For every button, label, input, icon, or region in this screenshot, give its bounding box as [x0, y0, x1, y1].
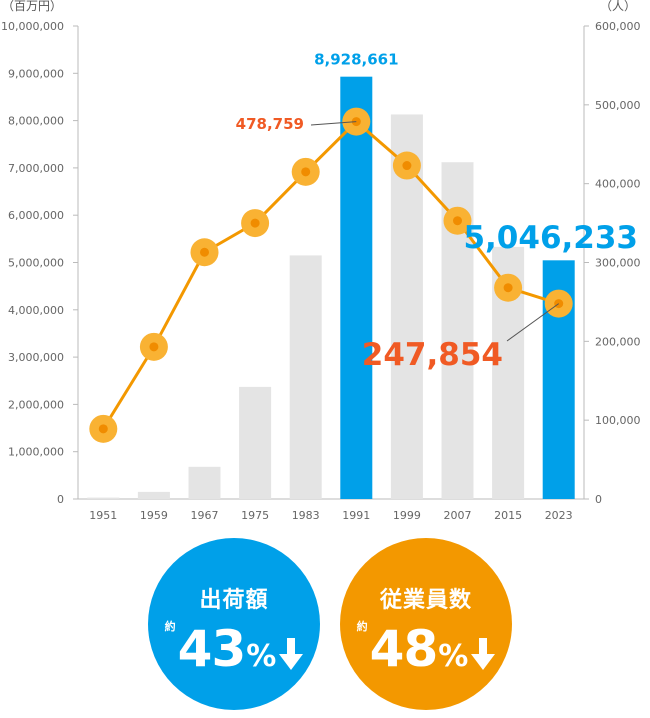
- right-axis-tick-label: 200,000: [595, 335, 641, 348]
- employees-approx-label: 約: [356, 620, 368, 633]
- left-axis-tick-label: 8,000,000: [8, 115, 64, 128]
- x-axis-tick-label: 1951: [89, 509, 117, 522]
- bar: [188, 466, 221, 499]
- annotation-leader-line: [506, 303, 559, 342]
- shipment-badge-title: 出荷額: [199, 588, 269, 613]
- left-axis-tick-label: 7,000,000: [8, 162, 64, 175]
- right-axis-tick-label: 0: [595, 493, 602, 506]
- x-axis-tick-label: 1959: [140, 509, 168, 522]
- right-axis-unit: （人）: [600, 0, 637, 13]
- left-axis-tick-label: 5,000,000: [8, 257, 64, 270]
- line-point-center: [250, 218, 260, 228]
- right-axis-tick-label: 600,000: [595, 20, 641, 33]
- employees-decrease-percent: 48: [369, 620, 439, 678]
- x-axis-tick-label: 2023: [545, 509, 573, 522]
- x-axis-tick-label: 1967: [191, 509, 219, 522]
- left-axis-tick-label: 2,000,000: [8, 398, 64, 411]
- shipment-badge-value: 約 43 %: [148, 614, 320, 674]
- x-axis-tick-label: 1983: [292, 509, 320, 522]
- left-axis-tick-label: 10,000,000: [1, 20, 64, 33]
- line-point-center: [301, 167, 311, 177]
- x-axis-tick-label: 2007: [444, 509, 472, 522]
- x-axis-tick-label: 1999: [393, 509, 421, 522]
- line-point-center: [200, 247, 209, 257]
- employees-percent-sign: %: [438, 639, 469, 674]
- line-point-center: [98, 424, 108, 434]
- x-axis-tick-label: 1991: [342, 509, 370, 522]
- employees-badge-title: 従業員数: [379, 588, 472, 613]
- left-axis-tick-label: 1,000,000: [8, 446, 64, 459]
- left-axis-tick-label: 0: [57, 493, 64, 506]
- employees-badge-value: 約 48 %: [340, 614, 512, 674]
- left-axis-tick-label: 6,000,000: [8, 209, 64, 222]
- down-arrow-icon: [471, 638, 496, 670]
- line-value-label: 478,759: [236, 115, 304, 133]
- bar-value-label: 5,046,233: [463, 220, 638, 256]
- down-arrow-icon: [279, 638, 304, 670]
- line-point-center: [402, 161, 412, 171]
- left-axis-tick-label: 9,000,000: [8, 67, 64, 80]
- line-value-label: 247,854: [362, 337, 503, 373]
- bar: [239, 386, 272, 499]
- employees-badge: 従業員数 約 48 %: [340, 538, 512, 710]
- shipment-badge: 出荷額 約 43 %: [148, 538, 320, 710]
- shipment-approx-label: 約: [164, 620, 176, 633]
- bar: [137, 491, 170, 499]
- bar: [87, 497, 120, 499]
- right-axis-tick-label: 400,000: [595, 178, 641, 191]
- annotation-leader-line: [310, 121, 357, 126]
- left-axis-tick-label: 3,000,000: [8, 351, 64, 364]
- bar: [340, 76, 373, 500]
- right-axis-tick-label: 500,000: [595, 99, 641, 112]
- left-axis-tick-label: 4,000,000: [8, 304, 64, 317]
- x-axis-tick-label: 2015: [494, 509, 522, 522]
- chart: 0 1,000,000 2,000,000 3,000,000 4,000,000 5,0…: [1, 20, 641, 522]
- right-axis-tick-label: 300,000: [595, 257, 641, 270]
- series-line: [102, 120, 560, 430]
- right-axis-tick-label: 100,000: [595, 414, 641, 427]
- line-point-center: [149, 342, 159, 352]
- bar: [289, 255, 322, 499]
- shipment-decrease-percent: 43: [177, 620, 247, 678]
- shipment-percent-sign: %: [246, 639, 277, 674]
- bar-value-label: 8,928,661: [314, 51, 398, 69]
- x-axis-tick-label: 1975: [241, 509, 269, 522]
- line-point-center: [453, 216, 462, 226]
- line-point-center: [503, 283, 513, 293]
- left-axis-unit: （百万円）: [2, 0, 63, 13]
